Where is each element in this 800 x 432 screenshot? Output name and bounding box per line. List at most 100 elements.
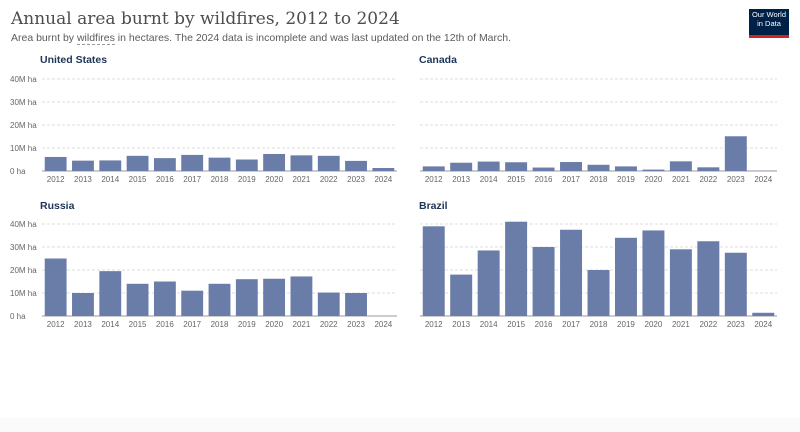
canada-bar <box>697 167 720 171</box>
russia-x-tick-label: 2018 <box>211 320 229 329</box>
russia-bar <box>263 278 286 316</box>
canada-x-tick-label: 2014 <box>480 175 498 184</box>
united-states-bar <box>317 155 340 171</box>
brazil-bar <box>642 230 665 316</box>
russia-x-tick-label: 2014 <box>101 320 119 329</box>
brazil-x-tick-label: 2020 <box>645 320 663 329</box>
united-states-bar <box>235 159 258 171</box>
canada-bar <box>560 162 583 171</box>
united-states-bar <box>372 168 395 171</box>
subtitle-text: Area burnt by <box>11 32 77 44</box>
united-states-bar <box>126 155 149 171</box>
canada-x-tick-label: 2020 <box>645 175 663 184</box>
canada-x-tick-label: 2016 <box>535 175 553 184</box>
united-states-bar <box>72 160 94 171</box>
canada-bar <box>505 162 528 171</box>
russia-x-tick-label: 2017 <box>183 320 201 329</box>
russia-bar <box>290 276 313 316</box>
russia-x-tick-label: 2022 <box>320 320 338 329</box>
united-states-bar <box>153 158 176 171</box>
russia-x-tick-label: 2020 <box>265 320 283 329</box>
canada-x-tick-label: 2024 <box>754 175 772 184</box>
brazil-x-tick-label: 2016 <box>535 320 553 329</box>
russia-x-tick-label: 2015 <box>129 320 147 329</box>
wildfires-definition-link[interactable]: wildfires <box>76 32 115 45</box>
united-states-y-tick-label: 10M ha <box>10 144 37 153</box>
footer-bar <box>0 418 800 432</box>
canada-x-tick-label: 2023 <box>727 175 745 184</box>
canada-bar <box>532 167 555 171</box>
canada-bar <box>587 164 610 171</box>
russia-x-tick-label: 2019 <box>238 320 256 329</box>
russia-bar <box>181 290 204 316</box>
brazil-x-tick-label: 2021 <box>672 320 690 329</box>
united-states-y-tick-label: 20M ha <box>10 121 37 130</box>
russia-x-tick-label: 2016 <box>156 320 174 329</box>
united-states-y-tick-label: 0 ha <box>10 167 26 176</box>
brazil-x-tick-label: 2022 <box>699 320 717 329</box>
united-states-bar <box>99 160 122 171</box>
united-states-bar <box>44 156 67 171</box>
canada-bar <box>669 161 692 171</box>
canada-x-tick-label: 2012 <box>425 175 443 184</box>
brazil-bar <box>724 252 747 316</box>
canada-bar <box>450 162 473 171</box>
canada-x-tick-label: 2015 <box>507 175 525 184</box>
brazil-x-tick-label: 2018 <box>590 320 608 329</box>
brazil-bar <box>669 249 692 316</box>
united-states-x-tick-label: 2017 <box>183 175 201 184</box>
russia-panel-title: Russia <box>40 200 75 212</box>
united-states-y-tick-label: 30M ha <box>10 98 37 107</box>
russia-bar <box>44 258 67 316</box>
canada-bar <box>422 166 445 171</box>
united-states-x-tick-label: 2016 <box>156 175 174 184</box>
united-states-x-tick-label: 2014 <box>101 175 119 184</box>
united-states-bar <box>208 157 231 171</box>
chart-subtitle: Area burnt by wildfires in hectares. The… <box>11 32 511 45</box>
united-states-x-tick-label: 2024 <box>374 175 392 184</box>
united-states-y-tick-label: 40M ha <box>10 75 37 84</box>
canada-x-tick-label: 2017 <box>562 175 580 184</box>
united-states-panel-title: United States <box>40 54 107 66</box>
united-states-x-tick-label: 2012 <box>47 175 65 184</box>
united-states-x-tick-label: 2022 <box>320 175 338 184</box>
russia-y-tick-label: 40M ha <box>10 220 37 229</box>
russia-bar <box>72 293 94 316</box>
russia-y-tick-label: 30M ha <box>10 243 37 252</box>
united-states-x-tick-label: 2020 <box>265 175 283 184</box>
united-states-bar <box>263 153 286 171</box>
brazil-bar <box>560 229 583 316</box>
russia-bar <box>235 279 258 316</box>
canada-x-tick-label: 2019 <box>617 175 635 184</box>
russia-x-tick-label: 2013 <box>74 320 92 329</box>
brazil-x-tick-label: 2014 <box>480 320 498 329</box>
logo-line-1: Our World <box>751 10 787 19</box>
brazil-bar <box>450 274 473 316</box>
united-states-bar <box>290 155 313 171</box>
united-states-bar <box>345 160 367 171</box>
brazil-bar <box>422 226 445 316</box>
brazil-bar <box>477 250 500 316</box>
russia-y-tick-label: 0 ha <box>10 312 26 321</box>
united-states-bar <box>181 154 204 171</box>
united-states-x-tick-label: 2023 <box>347 175 365 184</box>
united-states-x-tick-label: 2018 <box>211 175 229 184</box>
russia-y-tick-label: 20M ha <box>10 266 37 275</box>
canada-x-tick-label: 2022 <box>699 175 717 184</box>
brazil-x-tick-label: 2024 <box>754 320 772 329</box>
owid-logo[interactable]: Our World in Data <box>749 9 789 38</box>
russia-bar <box>345 293 367 316</box>
brazil-bar <box>505 221 528 316</box>
logo-line-2: in Data <box>757 18 781 28</box>
brazil-bar <box>587 270 610 316</box>
canada-bar <box>724 136 747 171</box>
russia-y-tick-label: 10M ha <box>10 289 37 298</box>
brazil-x-tick-label: 2012 <box>425 320 443 329</box>
russia-bar <box>126 283 149 316</box>
brazil-x-tick-label: 2023 <box>727 320 745 329</box>
canada-x-tick-label: 2013 <box>452 175 470 184</box>
canada-x-tick-label: 2018 <box>590 175 608 184</box>
brazil-panel-title: Brazil <box>419 200 448 212</box>
russia-bar <box>99 271 122 316</box>
